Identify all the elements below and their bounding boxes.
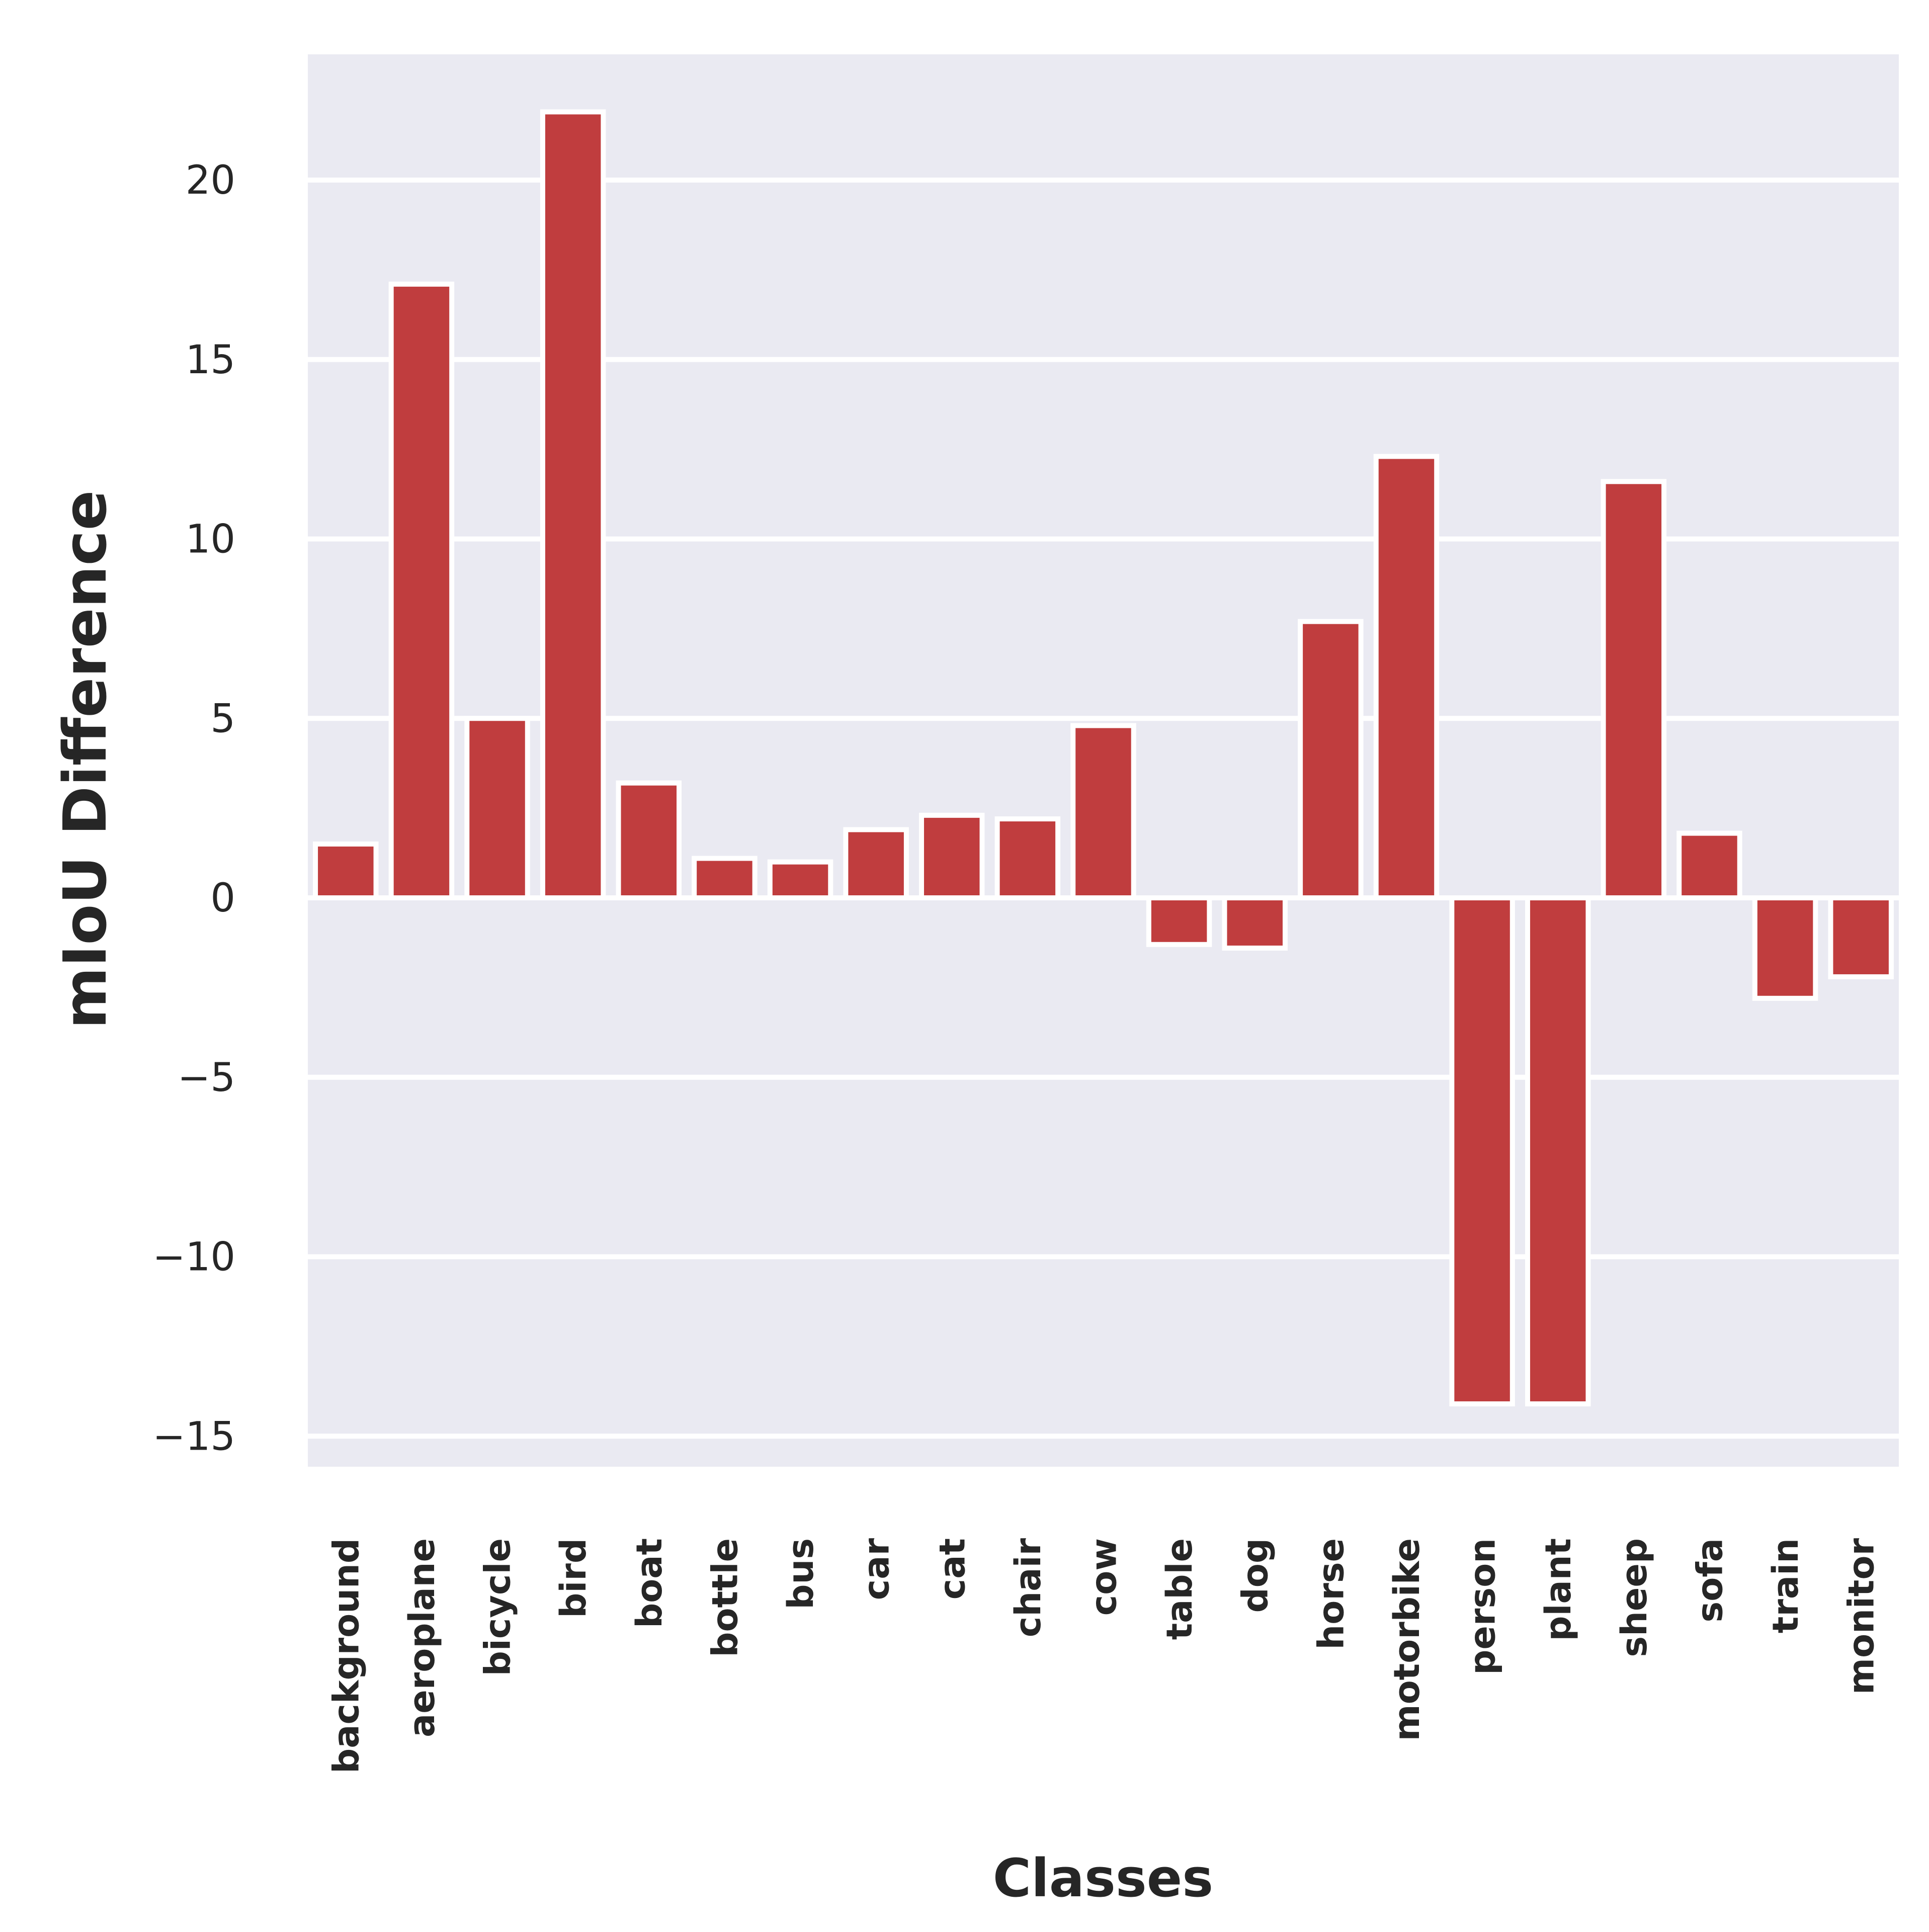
y-tick-label: 0 — [210, 876, 235, 921]
x-tick-label: motorbike — [1386, 1538, 1428, 1741]
bar-chair — [994, 816, 1061, 901]
y-axis-label: mIoU Difference — [50, 490, 120, 1029]
x-tick-label: horse — [1310, 1538, 1352, 1650]
bar-plant — [1525, 895, 1591, 1407]
x-tick-label: person — [1462, 1538, 1503, 1675]
bar-cow — [1070, 723, 1136, 901]
x-tick-label: table — [1159, 1538, 1200, 1640]
y-tick-label: 10 — [186, 517, 235, 562]
bar-aeroplane — [388, 281, 455, 900]
x-tick-label: car — [856, 1538, 897, 1601]
x-tick-label: train — [1765, 1538, 1806, 1633]
x-tick-label: aeroplane — [401, 1538, 443, 1737]
bar-bicycle — [464, 716, 530, 900]
bar-background — [313, 841, 379, 900]
x-tick-label: monitor — [1841, 1538, 1882, 1695]
y-tick-label: 15 — [186, 338, 235, 383]
y-tick-labels: −15 −10 −5 0 5 10 15 20 — [152, 158, 235, 1459]
x-tick-label: plant — [1538, 1538, 1579, 1641]
bar-cat — [919, 812, 985, 901]
x-tick-label: chair — [1008, 1538, 1049, 1638]
x-tick-label: background — [325, 1538, 367, 1774]
bar-bird — [540, 109, 606, 900]
x-tick-label: cow — [1083, 1538, 1125, 1616]
bar-sheep — [1601, 479, 1667, 900]
bar-monitor — [1828, 895, 1894, 979]
bar-sofa — [1676, 830, 1742, 900]
bar-dog — [1222, 895, 1288, 951]
y-tick-label: −15 — [152, 1414, 235, 1459]
x-tick-label: bicycle — [477, 1538, 519, 1676]
x-tick-label: dog — [1235, 1538, 1276, 1613]
x-tick-label: bird — [553, 1538, 594, 1618]
bar-boat — [616, 780, 682, 901]
y-tick-label: 20 — [186, 158, 235, 203]
bar-horse — [1298, 619, 1364, 900]
x-tick-label: cat — [932, 1538, 973, 1600]
x-tick-label: boat — [629, 1538, 670, 1628]
x-tick-label: sofa — [1689, 1538, 1730, 1622]
x-tick-labels: background aeroplane bicycle bird boat bottle… — [325, 1538, 1882, 1774]
y-tick-label: −5 — [178, 1055, 235, 1101]
bars — [313, 109, 1894, 1407]
x-axis-label: Classes — [993, 1847, 1213, 1909]
x-tick-label: bus — [780, 1538, 821, 1610]
y-tick-label: −10 — [152, 1235, 235, 1280]
bar-car — [843, 827, 909, 901]
bar-table — [1146, 895, 1212, 947]
bar-train — [1752, 895, 1818, 1001]
bar-motorbike — [1373, 454, 1440, 900]
y-tick-label: 5 — [210, 696, 235, 741]
x-tick-label: bottle — [704, 1538, 745, 1657]
bar-bus — [767, 859, 833, 901]
x-tick-label: sheep — [1614, 1538, 1655, 1657]
bar-bottle — [692, 856, 758, 901]
bar-person — [1449, 895, 1515, 1407]
